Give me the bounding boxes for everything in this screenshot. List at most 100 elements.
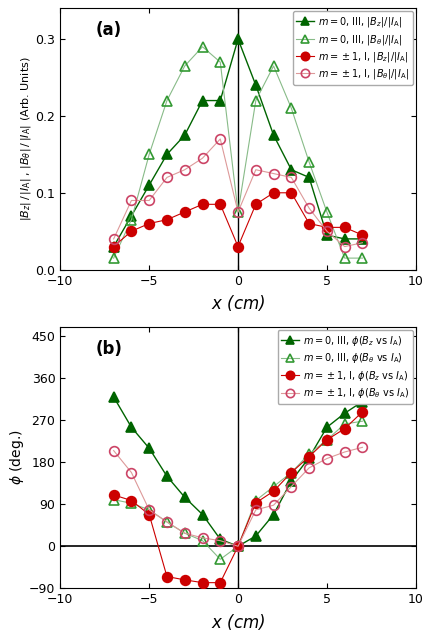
$m = \pm1$, I, $\phi(B_\theta$ vs $I_{\rm A})$ — [129, 468, 134, 476]
$m = 0$, III, $\phi(B_z$ vs $I_{\rm A})$ — [271, 511, 276, 518]
$m = 0$, III, $|B_\theta|/|I_{\rm A}|$ — [182, 62, 187, 70]
$m = \pm1$, I, $\phi(B_z$ vs $I_{\rm A})$ — [200, 579, 205, 586]
$m = 0$, III, $\phi(B_z$ vs $I_{\rm A})$ — [324, 424, 330, 431]
$m = 0$, III, $\phi(B_z$ vs $I_{\rm A})$ — [360, 398, 365, 406]
$m = \pm1$, I, $|B_\theta|/|I_{\rm A}|$ — [324, 227, 330, 235]
$m = \pm1$, I, $\phi(B_\theta$ vs $I_{\rm A})$ — [324, 454, 330, 462]
$m = 0$, III, $\phi(B_z$ vs $I_{\rm A})$ — [307, 454, 312, 461]
Y-axis label: $|B_z|\,/\,|I_{\rm A}|\,,\,|B_\theta|\,/\,|I_{\rm A}|$ (Arb. Units): $|B_z|\,/\,|I_{\rm A}|\,,\,|B_\theta|\,/… — [19, 57, 33, 221]
Line: $m = 0$, III, $\phi(B_\theta$ vs $I_{\rm A})$: $m = 0$, III, $\phi(B_\theta$ vs $I_{\rm… — [109, 417, 367, 564]
$m = \pm1$, I, $|B_z|/|I_{\rm A}|$ — [324, 223, 330, 231]
Text: (a): (a) — [96, 21, 122, 40]
$m = 0$, III, $\phi(B_\theta$ vs $I_{\rm A})$ — [289, 468, 294, 476]
$m = \pm1$, I, $|B_\theta|/|I_{\rm A}|$ — [360, 239, 365, 246]
$m = \pm1$, I, $\phi(B_z$ vs $I_{\rm A})$ — [271, 487, 276, 495]
$m = \pm1$, I, $\phi(B_z$ vs $I_{\rm A})$ — [129, 497, 134, 504]
$m = 0$, III, $\phi(B_\theta$ vs $I_{\rm A})$ — [360, 417, 365, 425]
$m = \pm1$, I, $|B_\theta|/|I_{\rm A}|$ — [182, 166, 187, 173]
$m = \pm1$, I, $|B_\theta|/|I_{\rm A}|$ — [111, 235, 116, 243]
$m = 0$, III, $|B_z|/|I_{\rm A}|$ — [111, 243, 116, 250]
$m = \pm1$, I, $|B_z|/|I_{\rm A}|$ — [111, 243, 116, 250]
$m = \pm1$, I, $|B_z|/|I_{\rm A}|$ — [182, 208, 187, 216]
$m = \pm1$, I, $|B_\theta|/|I_{\rm A}|$ — [307, 204, 312, 212]
Legend: $m = 0$, III, $|B_z|/|I_{\rm A}|$, $m = 0$, III, $|B_\theta|/|I_{\rm A}|$, $m = : $m = 0$, III, $|B_z|/|I_{\rm A}|$, $m = … — [292, 12, 413, 85]
$m = 0$, III, $\phi(B_z$ vs $I_{\rm A})$ — [253, 532, 258, 540]
$m = \pm1$, I, $|B_z|/|I_{\rm A}|$ — [342, 223, 347, 231]
$m = \pm1$, I, $\phi(B_\theta$ vs $I_{\rm A})$ — [307, 464, 312, 472]
$m = \pm1$, I, $\phi(B_\theta$ vs $I_{\rm A})$ — [342, 448, 347, 456]
$m = \pm1$, I, $|B_z|/|I_{\rm A}|$ — [200, 200, 205, 208]
$m = 0$, III, $|B_z|/|I_{\rm A}|$ — [324, 231, 330, 239]
$m = 0$, III, $|B_\theta|/|I_{\rm A}|$ — [218, 58, 223, 66]
$m = 0$, III, $\phi(B_\theta$ vs $I_{\rm A})$ — [307, 450, 312, 458]
$m = 0$, III, $|B_\theta|/|I_{\rm A}|$ — [324, 208, 330, 216]
$m = 0$, III, $|B_z|/|I_{\rm A}|$ — [146, 181, 152, 189]
$m = 0$, III, $\phi(B_\theta$ vs $I_{\rm A})$ — [342, 420, 347, 428]
$m = 0$, III, $|B_z|/|I_{\rm A}|$ — [271, 131, 276, 139]
$m = \pm1$, I, $\phi(B_\theta$ vs $I_{\rm A})$ — [146, 506, 152, 514]
$m = 0$, III, $|B_z|/|I_{\rm A}|$ — [307, 173, 312, 181]
$m = \pm1$, I, $|B_\theta|/|I_{\rm A}|$ — [200, 154, 205, 162]
$m = \pm1$, I, $\phi(B_z$ vs $I_{\rm A})$ — [360, 408, 365, 416]
$m = 0$, III, $|B_\theta|/|I_{\rm A}|$ — [164, 97, 169, 104]
$m = 0$, III, $|B_\theta|/|I_{\rm A}|$ — [289, 104, 294, 112]
$m = \pm1$, I, $\phi(B_z$ vs $I_{\rm A})$ — [342, 425, 347, 433]
$m = \pm1$, I, $|B_z|/|I_{\rm A}|$ — [271, 189, 276, 196]
$m = \pm1$, I, $|B_\theta|/|I_{\rm A}|$ — [218, 135, 223, 143]
$m = \pm1$, I, $\phi(B_\theta$ vs $I_{\rm A})$ — [111, 447, 116, 454]
$m = 0$, III, $|B_z|/|I_{\rm A}|$ — [342, 235, 347, 243]
$m = \pm1$, I, $\phi(B_\theta$ vs $I_{\rm A})$ — [360, 444, 365, 451]
$m = 0$, III, $|B_\theta|/|I_{\rm A}|$ — [342, 254, 347, 262]
$m = \pm1$, I, $\phi(B_\theta$ vs $I_{\rm A})$ — [218, 537, 223, 545]
$m = \pm1$, I, $\phi(B_\theta$ vs $I_{\rm A})$ — [164, 518, 169, 526]
$m = 0$, III, $|B_z|/|I_{\rm A}|$ — [289, 166, 294, 173]
$m = \pm1$, I, $|B_\theta|/|I_{\rm A}|$ — [271, 170, 276, 177]
Line: $m = \pm1$, I, $\phi(B_z$ vs $I_{\rm A})$: $m = \pm1$, I, $\phi(B_z$ vs $I_{\rm A})… — [109, 407, 367, 588]
Line: $m = 0$, III, $\phi(B_z$ vs $I_{\rm A})$: $m = 0$, III, $\phi(B_z$ vs $I_{\rm A})$ — [109, 392, 367, 551]
$m = \pm1$, I, $|B_z|/|I_{\rm A}|$ — [289, 189, 294, 196]
$m = \pm1$, I, $|B_\theta|/|I_{\rm A}|$ — [253, 166, 258, 173]
$m = \pm1$, I, $|B_z|/|I_{\rm A}|$ — [253, 200, 258, 208]
$m = \pm1$, I, $\phi(B_z$ vs $I_{\rm A})$ — [218, 579, 223, 586]
$m = \pm1$, I, $\phi(B_\theta$ vs $I_{\rm A})$ — [200, 534, 205, 541]
$m = \pm1$, I, $\phi(B_z$ vs $I_{\rm A})$ — [146, 511, 152, 518]
Y-axis label: $\phi$ (deg.): $\phi$ (deg.) — [8, 429, 26, 486]
$m = \pm1$, I, $\phi(B_z$ vs $I_{\rm A})$ — [111, 491, 116, 499]
Line: $m = \pm1$, I, $\phi(B_\theta$ vs $I_{\rm A})$: $m = \pm1$, I, $\phi(B_\theta$ vs $I_{\r… — [109, 442, 367, 551]
$m = 0$, III, $|B_z|/|I_{\rm A}|$ — [218, 97, 223, 104]
$m = \pm1$, I, $|B_\theta|/|I_{\rm A}|$ — [235, 208, 241, 216]
$m = \pm1$, I, $|B_\theta|/|I_{\rm A}|$ — [342, 243, 347, 250]
$m = 0$, III, $\phi(B_\theta$ vs $I_{\rm A})$ — [271, 483, 276, 490]
$m = 0$, III, $|B_z|/|I_{\rm A}|$ — [360, 235, 365, 243]
Line: $m = 0$, III, $|B_z|/|I_{\rm A}|$: $m = 0$, III, $|B_z|/|I_{\rm A}|$ — [109, 34, 367, 252]
$m = 0$, III, $|B_\theta|/|I_{\rm A}|$ — [200, 43, 205, 51]
$m = 0$, III, $\phi(B_\theta$ vs $I_{\rm A})$ — [235, 543, 241, 550]
$m = 0$, III, $|B_\theta|/|I_{\rm A}|$ — [360, 254, 365, 262]
$m = \pm1$, I, $\phi(B_z$ vs $I_{\rm A})$ — [324, 436, 330, 444]
$m = \pm1$, I, $\phi(B_z$ vs $I_{\rm A})$ — [164, 573, 169, 580]
$m = 0$, III, $|B_z|/|I_{\rm A}|$ — [235, 35, 241, 43]
$m = 0$, III, $|B_z|/|I_{\rm A}|$ — [129, 212, 134, 220]
Legend: $m = 0$, III, $\phi(B_z$ vs $I_{\rm A})$, $m = 0$, III, $\phi(B_\theta$ vs $I_{\: $m = 0$, III, $\phi(B_z$ vs $I_{\rm A})$… — [277, 330, 413, 404]
$m = \pm1$, I, $\phi(B_z$ vs $I_{\rm A})$ — [307, 453, 312, 461]
$m = \pm1$, I, $|B_z|/|I_{\rm A}|$ — [235, 243, 241, 250]
$m = \pm1$, I, $|B_\theta|/|I_{\rm A}|$ — [146, 196, 152, 204]
$m = \pm1$, I, $\phi(B_z$ vs $I_{\rm A})$ — [235, 543, 241, 550]
Line: $m = \pm1$, I, $|B_\theta|/|I_{\rm A}|$: $m = \pm1$, I, $|B_\theta|/|I_{\rm A}|$ — [109, 134, 367, 252]
$m = \pm1$, I, $|B_z|/|I_{\rm A}|$ — [307, 220, 312, 227]
$m = 0$, III, $|B_\theta|/|I_{\rm A}|$ — [235, 208, 241, 216]
$m = 0$, III, $|B_\theta|/|I_{\rm A}|$ — [253, 97, 258, 104]
$m = 0$, III, $\phi(B_z$ vs $I_{\rm A})$ — [200, 511, 205, 518]
Text: (b): (b) — [96, 340, 123, 358]
$m = \pm1$, I, $|B_\theta|/|I_{\rm A}|$ — [164, 173, 169, 181]
$m = 0$, III, $|B_z|/|I_{\rm A}|$ — [253, 81, 258, 89]
$m = \pm1$, I, $\phi(B_\theta$ vs $I_{\rm A})$ — [182, 529, 187, 537]
X-axis label: $x$ (cm): $x$ (cm) — [211, 612, 265, 632]
$m = 0$, III, $|B_\theta|/|I_{\rm A}|$ — [271, 62, 276, 70]
X-axis label: $x$ (cm): $x$ (cm) — [211, 293, 265, 313]
$m = \pm1$, I, $\phi(B_\theta$ vs $I_{\rm A})$ — [271, 501, 276, 509]
$m = 0$, III, $|B_\theta|/|I_{\rm A}|$ — [307, 158, 312, 166]
$m = 0$, III, $\phi(B_z$ vs $I_{\rm A})$ — [235, 543, 241, 550]
$m = \pm1$, I, $|B_z|/|I_{\rm A}|$ — [146, 220, 152, 227]
$m = 0$, III, $\phi(B_z$ vs $I_{\rm A})$ — [129, 424, 134, 431]
